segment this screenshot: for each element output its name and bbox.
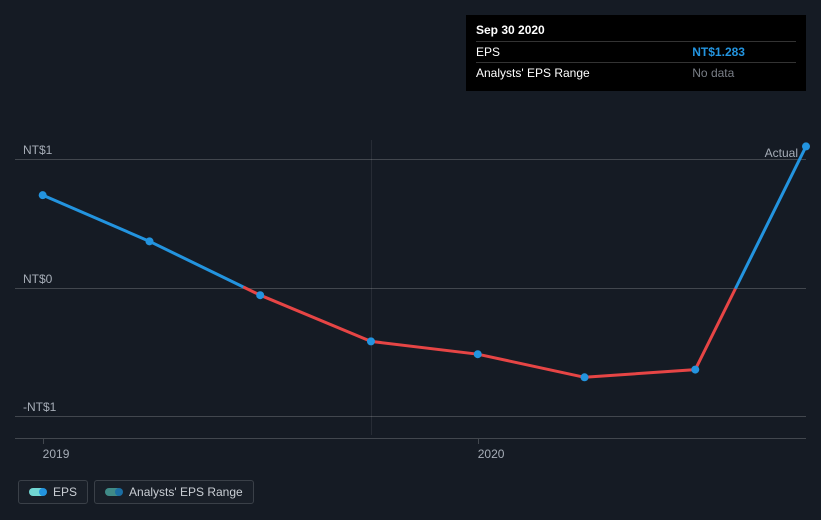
legend-dot-icon <box>115 488 123 496</box>
tooltip-row-value: NT$1.283 <box>652 42 796 63</box>
tooltip-date: Sep 30 2020 <box>476 23 796 41</box>
chart-marker <box>474 350 482 358</box>
tooltip-table: EPSNT$1.283Analysts' EPS RangeNo data <box>476 41 796 83</box>
tooltip-row-label: EPS <box>476 42 652 63</box>
tooltip-row-value: No data <box>652 63 796 84</box>
legend-item[interactable]: Analysts' EPS Range <box>94 480 254 504</box>
chart-line-segment <box>43 195 245 287</box>
chart-marker <box>256 291 264 299</box>
chart-marker <box>367 337 375 345</box>
chart-tooltip: Sep 30 2020 EPSNT$1.283Analysts' EPS Ran… <box>466 15 806 91</box>
legend-swatch-icon <box>105 488 121 496</box>
chart-legend: EPS Analysts' EPS Range <box>18 480 254 504</box>
tooltip-row: EPSNT$1.283 <box>476 42 796 63</box>
legend-item[interactable]: EPS <box>18 480 88 504</box>
chart-marker <box>802 142 810 150</box>
legend-label: Analysts' EPS Range <box>129 485 243 499</box>
chart-marker <box>691 366 699 374</box>
chart-marker <box>145 237 153 245</box>
chart-marker <box>39 191 47 199</box>
eps-chart-container: { "chart": { "type": "line", "width": 82… <box>0 0 821 520</box>
tooltip-row: Analysts' EPS RangeNo data <box>476 63 796 84</box>
legend-swatch-icon <box>29 488 45 496</box>
chart-marker <box>581 373 589 381</box>
legend-dot-icon <box>39 488 47 496</box>
legend-label: EPS <box>53 485 77 499</box>
tooltip-row-label: Analysts' EPS Range <box>476 63 652 84</box>
chart-line-segment <box>736 146 806 287</box>
chart-line-segment <box>244 288 736 378</box>
